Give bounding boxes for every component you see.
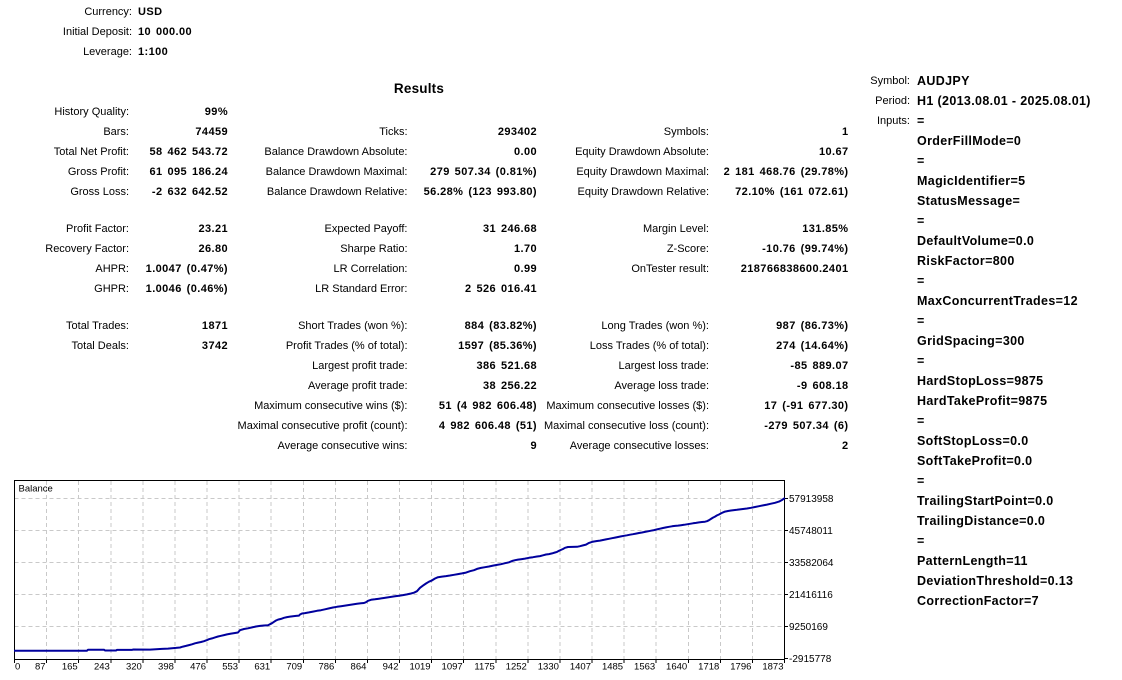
svg-text:1563: 1563 — [634, 662, 655, 673]
svg-text:Balance: Balance — [19, 484, 53, 495]
svg-text:57913958: 57913958 — [789, 494, 834, 505]
svg-text:709: 709 — [286, 662, 302, 673]
svg-text:398: 398 — [158, 662, 174, 673]
svg-text:1796: 1796 — [730, 662, 751, 673]
svg-text:1485: 1485 — [602, 662, 623, 673]
svg-text:165: 165 — [62, 662, 78, 673]
svg-text:0: 0 — [15, 662, 20, 673]
svg-text:9250169: 9250169 — [789, 622, 828, 633]
svg-text:786: 786 — [318, 662, 334, 673]
svg-text:864: 864 — [351, 662, 367, 673]
svg-text:553: 553 — [222, 662, 238, 673]
svg-text:1873: 1873 — [762, 662, 783, 673]
svg-text:1097: 1097 — [442, 662, 463, 673]
svg-text:1175: 1175 — [474, 662, 494, 673]
svg-text:1252: 1252 — [506, 662, 527, 673]
svg-text:45748011: 45748011 — [789, 526, 833, 537]
svg-text:243: 243 — [94, 662, 110, 673]
svg-text:21416116: 21416116 — [789, 590, 833, 601]
svg-text:87: 87 — [35, 662, 46, 673]
svg-text:476: 476 — [190, 662, 206, 673]
svg-text:1019: 1019 — [409, 662, 430, 673]
svg-text:33582064: 33582064 — [789, 558, 834, 569]
svg-text:1330: 1330 — [538, 662, 559, 673]
svg-text:-2915778: -2915778 — [789, 654, 832, 665]
svg-text:1407: 1407 — [570, 662, 591, 673]
svg-text:942: 942 — [383, 662, 399, 673]
svg-text:631: 631 — [254, 662, 270, 673]
svg-text:1640: 1640 — [666, 662, 687, 673]
svg-text:1718: 1718 — [698, 662, 719, 673]
svg-text:320: 320 — [126, 662, 142, 673]
